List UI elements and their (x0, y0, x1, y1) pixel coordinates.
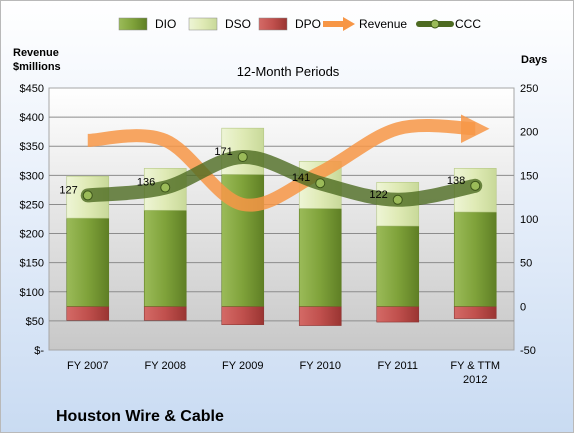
legend-swatch-dpo (258, 17, 288, 31)
ccc-data-label: 141 (292, 172, 310, 184)
bar-dio (298, 208, 342, 307)
right-tick-label: 50 (520, 258, 532, 270)
right-tick-label: 200 (520, 127, 538, 139)
bar-dpo (376, 306, 420, 323)
legend-label-revenue: Revenue (359, 17, 407, 31)
left-tick-label: $400 (20, 112, 44, 124)
right-tick-label: 250 (520, 83, 538, 95)
legend-arrow-icon (343, 17, 355, 31)
legend-label-ccc: CCC (455, 17, 481, 31)
ccc-point (237, 151, 248, 162)
left-axis-title-line1: Revenue (13, 47, 59, 59)
x-axis: FY 2007 FY 2008 FY 2009 FY 2010 FY 2011 FY & … (67, 360, 500, 386)
x-tick-label: FY 2011 (377, 360, 418, 372)
bar-dio (453, 211, 497, 307)
ccc-point (392, 194, 403, 205)
left-axis-title-line2: $millions (13, 61, 61, 73)
bar-dpo (221, 306, 265, 325)
bar-dpo (453, 306, 497, 319)
ccc-data-label: 136 (137, 177, 155, 189)
left-tick-label: $150 (20, 258, 44, 270)
left-tick-label: $100 (20, 287, 44, 299)
x-tick-label: FY 2010 (300, 360, 341, 372)
legend-label-dpo: DPO (295, 17, 321, 31)
ccc-point (315, 178, 326, 189)
left-tick-label: $50 (26, 316, 44, 328)
left-axis: $- $50 $100 $150 $200 $250 $300 $350 $400 $450 (20, 83, 45, 357)
ccc-point (82, 190, 93, 201)
ccc-point (470, 180, 481, 191)
left-tick-label: $300 (20, 170, 44, 182)
bar-dio (143, 209, 187, 307)
right-axis: -50 0 50 100 150 200 250 (520, 83, 538, 357)
revenue-series (87, 114, 490, 212)
revenue-line (87, 114, 490, 212)
left-tick-label: $- (34, 345, 44, 357)
x-tick-label: 2012 (463, 374, 487, 386)
x-tick-label: FY 2009 (222, 360, 263, 372)
ccc-data-label: 127 (59, 184, 77, 196)
ccc-point (160, 182, 171, 193)
legend: DIO DSO DPO Revenue CCC (118, 17, 481, 31)
x-tick-label: FY 2007 (67, 360, 108, 372)
legend-label-dso: DSO (225, 17, 251, 31)
legend-ccc-marker (430, 19, 440, 29)
bar-dpo (66, 306, 110, 321)
bar-dpo (298, 306, 342, 326)
ccc-data-label: 122 (369, 189, 387, 201)
legend-label-dio: DIO (155, 17, 176, 31)
left-tick-label: $450 (20, 83, 44, 95)
right-tick-label: -50 (520, 345, 536, 357)
ccc-data-label: 138 (447, 175, 465, 187)
right-axis-title: Days (521, 54, 547, 66)
x-tick-label: FY 2008 (145, 360, 186, 372)
chart-subtitle: 12-Month Periods (237, 64, 340, 79)
gridlines (49, 116, 514, 322)
bar-dio (66, 217, 110, 307)
bar-dio (376, 225, 420, 307)
right-tick-label: 100 (520, 214, 538, 226)
right-tick-label: 150 (520, 170, 538, 182)
left-tick-label: $350 (20, 141, 44, 153)
ccc-series: 127 136 171 141 122 138 (59, 146, 483, 207)
bar-dpo (143, 306, 187, 321)
x-tick-label: FY & TTM (450, 360, 500, 372)
left-tick-label: $250 (20, 199, 44, 211)
chart-title: Houston Wire & Cable (56, 408, 224, 425)
legend-swatch-dio (118, 17, 148, 31)
legend-swatch-dso (188, 17, 218, 31)
ccc-data-label: 171 (214, 146, 232, 158)
left-tick-label: $200 (20, 229, 44, 241)
right-tick-label: 0 (520, 301, 526, 313)
